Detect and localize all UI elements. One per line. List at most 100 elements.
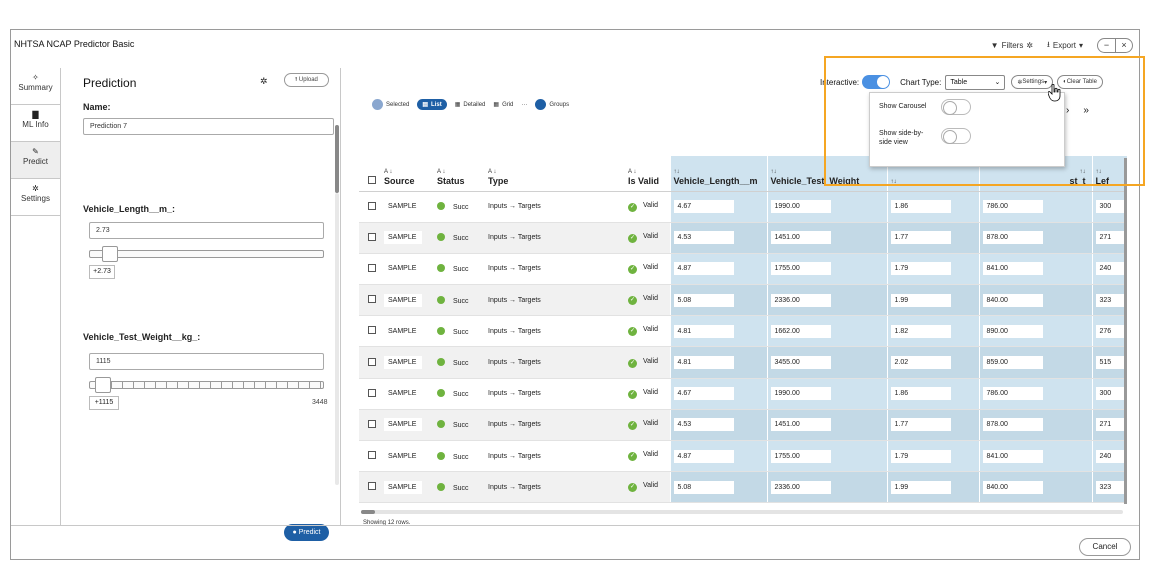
vehicle-length-cell: 4.53 xyxy=(669,409,767,442)
status-success-icon xyxy=(437,295,445,304)
row-checkbox[interactable] xyxy=(368,201,376,210)
side-by-side-toggle[interactable] xyxy=(941,128,971,144)
row-select-cell[interactable] xyxy=(359,253,381,286)
left-cell: 271 xyxy=(1091,409,1127,442)
row-checkbox[interactable] xyxy=(368,419,376,428)
status-success-icon xyxy=(437,233,445,242)
row-checkbox[interactable] xyxy=(368,482,376,491)
table-row[interactable]: SAMPLE Succ Inputs → Targets ✓ Valid 5.08 2336… xyxy=(359,284,1127,317)
column-header-status[interactable]: A ↓ Status xyxy=(434,156,485,192)
left-cell: 240 xyxy=(1091,253,1127,286)
vehicle-length-slider[interactable] xyxy=(89,250,324,258)
chevron-down-icon: ⌄ xyxy=(994,79,1001,86)
nav-item-settings[interactable]: ✲ Settings xyxy=(11,179,60,216)
row-select-cell[interactable] xyxy=(359,191,381,223)
groups-toggle[interactable]: Groups xyxy=(535,99,569,110)
nav-item-summary[interactable]: ✧ Summary xyxy=(11,68,60,105)
vehicle-length-cell: 4.67 xyxy=(669,378,767,410)
vehicle-weight-slider-thumb[interactable] xyxy=(95,377,111,393)
valid-check-icon: ✓ xyxy=(628,420,637,430)
table-horizontal-scrollbar[interactable] xyxy=(361,510,1123,514)
table-row[interactable]: SAMPLE Succ Inputs → Targets ✓ Valid 5.08 2336… xyxy=(359,471,1127,504)
column-header-type[interactable]: A ↓ Type xyxy=(485,156,625,192)
row-select-cell[interactable] xyxy=(359,315,381,348)
next-page-button[interactable]: › xyxy=(1066,105,1070,116)
name-input[interactable]: Prediction 7 xyxy=(83,118,334,135)
row-checkbox[interactable] xyxy=(368,357,376,366)
is-valid-cell: ✓ Valid xyxy=(625,409,670,442)
row-select-cell[interactable] xyxy=(359,471,381,504)
predict-button[interactable]: ● Predict xyxy=(284,524,329,541)
table-row[interactable]: SAMPLE Succ Inputs → Targets ✓ Valid 4.87 1755… xyxy=(359,253,1127,286)
column-header-vehicle-length[interactable]: ↑↓ Vehicle_Length__m xyxy=(669,156,767,192)
clear-table-button[interactable]: ◐ Clear Table xyxy=(1057,75,1103,89)
row-select-cell[interactable] xyxy=(359,346,381,379)
nav-item-predict[interactable]: ✎ Predict xyxy=(11,142,60,179)
settings-button[interactable]: ✲ Settings ▾ xyxy=(1011,75,1054,89)
table-row[interactable]: SAMPLE Succ Inputs → Targets ✓ Valid 4.67 1990… xyxy=(359,378,1127,410)
selected-toggle[interactable]: Selected xyxy=(372,99,409,110)
row-select-cell[interactable] xyxy=(359,409,381,442)
list-view-button[interactable]: ▤ List xyxy=(417,99,447,110)
select-all-header[interactable] xyxy=(359,156,381,192)
test-t-cell: 878.00 xyxy=(978,409,1092,442)
row-checkbox[interactable] xyxy=(368,295,376,304)
row-checkbox[interactable] xyxy=(368,326,376,335)
selected-count-icon xyxy=(372,99,383,110)
minimize-button[interactable]: − xyxy=(1103,40,1110,50)
detailed-view-button[interactable]: ▦ Detailed xyxy=(454,101,486,109)
table-row[interactable]: SAMPLE Succ Inputs → Targets ✓ Valid 4.67 1990… xyxy=(359,191,1127,223)
cancel-button[interactable]: Cancel xyxy=(1079,538,1131,556)
row-checkbox[interactable] xyxy=(368,451,376,460)
vehicle-length-input[interactable]: 2.73 xyxy=(89,222,324,239)
table-row[interactable]: SAMPLE Succ Inputs → Targets ✓ Valid 4.81 3455… xyxy=(359,346,1127,379)
vehicle-length-slider-thumb[interactable] xyxy=(101,246,118,262)
row-checkbox[interactable] xyxy=(368,263,376,272)
status-success-icon xyxy=(437,202,445,211)
chart-type-select[interactable]: Table ⌄ xyxy=(945,74,1006,90)
table-horizontal-scrollbar-thumb[interactable] xyxy=(361,510,375,514)
row-select-cell[interactable] xyxy=(359,440,381,473)
chart-type-label: Chart Type: xyxy=(900,77,942,87)
panel-scrollbar-thumb[interactable] xyxy=(335,125,339,193)
gear-icon[interactable]: ✲ xyxy=(260,76,268,86)
panel-scrollbar-track[interactable] xyxy=(335,193,339,485)
status-success-icon xyxy=(437,326,445,335)
row-select-cell[interactable] xyxy=(359,284,381,317)
last-page-button[interactable]: » xyxy=(1083,105,1089,116)
test-t-cell: 841.00 xyxy=(978,253,1092,286)
column-header-is-valid[interactable]: A ↓ Is Valid xyxy=(625,156,670,192)
more-button[interactable]: ··· xyxy=(521,101,528,108)
numeric-cell: 1.86 xyxy=(886,191,979,223)
test-t-cell: 878.00 xyxy=(978,222,1092,254)
type-cell: Inputs → Targets xyxy=(485,471,625,504)
upload-button[interactable]: ⭱ Upload xyxy=(284,73,329,87)
nav-item-ml-info[interactable]: ▇ ML Info xyxy=(11,105,60,142)
select-all-checkbox[interactable] xyxy=(368,175,376,184)
table-row[interactable]: SAMPLE Succ Inputs → Targets ✓ Valid 4.53 1451… xyxy=(359,409,1127,442)
row-checkbox[interactable] xyxy=(368,388,376,397)
results-table-wrap: A ↓ Source A ↓ Status A ↓ Type A ↓ Is Valid … xyxy=(359,156,1127,505)
show-carousel-toggle[interactable] xyxy=(941,99,971,115)
vehicle-test-weight-cell: 2336.00 xyxy=(766,284,887,317)
sort-icon: ↑↓ xyxy=(890,178,897,185)
export-button[interactable]: ⭳ Export ▾ xyxy=(1047,39,1083,53)
table-vertical-scrollbar[interactable] xyxy=(1124,158,1127,504)
table-row[interactable]: SAMPLE Succ Inputs → Targets ✓ Valid 4.53 1451… xyxy=(359,222,1127,254)
sort-icon: A ↓ xyxy=(384,168,393,175)
row-select-cell[interactable] xyxy=(359,378,381,410)
filters-button[interactable]: ▼ Filters ✲ xyxy=(990,41,1034,50)
vehicle-weight-input[interactable]: 1115 xyxy=(89,353,324,370)
sort-icon: ↑↓ xyxy=(770,168,777,175)
interactive-toggle[interactable] xyxy=(862,75,891,89)
row-select-cell[interactable] xyxy=(359,222,381,254)
column-header-source[interactable]: A ↓ Source xyxy=(381,156,434,192)
left-cell: 240 xyxy=(1091,440,1127,473)
table-row[interactable]: SAMPLE Succ Inputs → Targets ✓ Valid 4.87 1755… xyxy=(359,440,1127,473)
vehicle-weight-slider[interactable] xyxy=(89,381,324,389)
grid-view-button[interactable]: ▦ Grid xyxy=(493,101,514,109)
row-checkbox[interactable] xyxy=(368,232,376,241)
table-row[interactable]: SAMPLE Succ Inputs → Targets ✓ Valid 4.81 1662… xyxy=(359,315,1127,348)
close-button[interactable]: × xyxy=(1115,39,1132,52)
type-cell: Inputs → Targets xyxy=(485,253,625,286)
